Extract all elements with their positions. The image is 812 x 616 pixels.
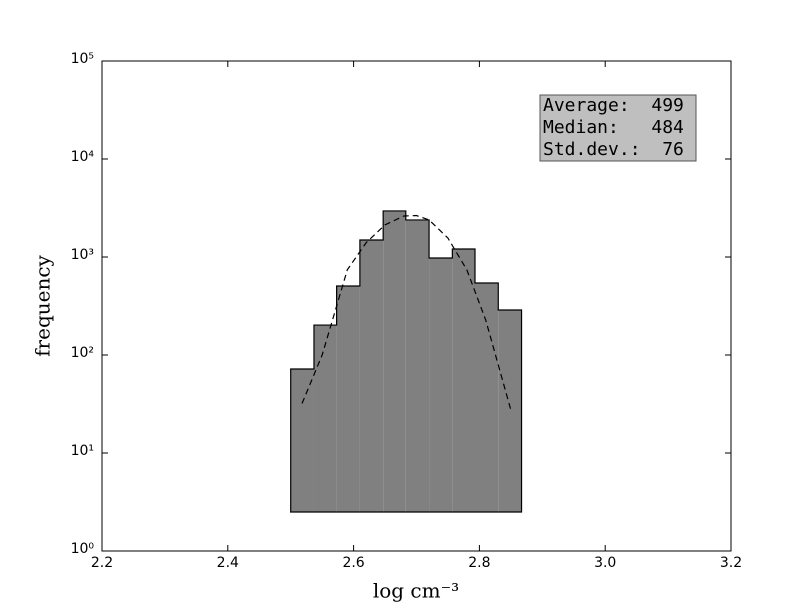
bar	[452, 248, 475, 513]
stats-line: Std.dev.: 76	[543, 139, 684, 160]
bar	[359, 240, 384, 512]
x-tick-label: 2.4	[217, 555, 239, 571]
x-tick-label: 3.2	[720, 555, 742, 571]
bar	[474, 282, 499, 512]
y-tick-label: 10⁵	[71, 51, 94, 67]
bar	[336, 285, 360, 512]
bar	[290, 368, 314, 512]
y-axis-label: frequency	[31, 254, 55, 356]
bar	[498, 309, 522, 512]
bar	[405, 219, 430, 513]
bar	[313, 325, 337, 512]
histogram-outline	[290, 210, 523, 513]
x-tick-label: 2.6	[342, 555, 364, 571]
y-tick-label: 10²	[71, 345, 94, 361]
y-tick-label: 10¹	[71, 443, 94, 459]
x-tick-label: 3.0	[594, 555, 616, 571]
bar	[383, 210, 406, 512]
stats-line: Median: 484	[543, 117, 684, 138]
stats-line: Average: 499	[543, 95, 684, 116]
x-tick-label: 2.2	[91, 555, 113, 571]
stats-box	[539, 94, 697, 162]
y-tick-label: 10⁰	[71, 541, 95, 557]
x-tick-label: 2.8	[468, 555, 490, 571]
y-tick-label: 10⁴	[71, 149, 95, 165]
x-axis-label: log cm⁻³	[373, 579, 459, 603]
bar	[429, 257, 453, 512]
y-tick-label: 10³	[71, 247, 94, 263]
